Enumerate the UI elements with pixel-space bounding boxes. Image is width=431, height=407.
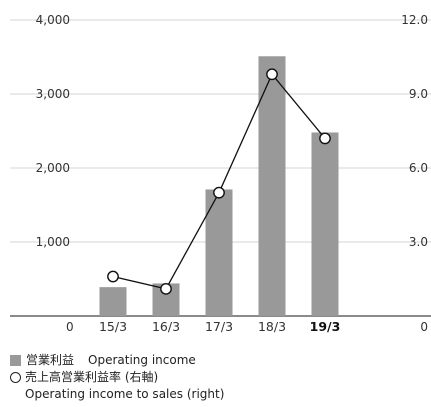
right-tick-label: 9.0 [409,87,428,101]
hollow-circle-icon [10,372,21,383]
category-label: 15/3 [99,319,127,334]
line-point-16-3 [160,282,172,295]
line-series [107,68,331,295]
legend: 営業利益 Operating income 売上高営業利益率 (右軸) Oper… [10,352,224,403]
category-label: 17/3 [205,319,233,334]
right-tick-label: 3.0 [409,235,428,249]
line-point-15-3 [107,270,119,283]
right-tick-label: 0 [420,320,428,334]
left-tick-label: 1,000 [36,235,70,249]
bar-15-3 [99,287,127,316]
left-tick-label: 2,000 [36,161,70,175]
chart: 0 1,000 2,000 3,000 4,000 0 3.0 6.0 9.0 12.0 15/… [10,13,431,334]
bar-17-3 [205,189,233,316]
legend-item-operating-income: 営業利益 Operating income [10,352,224,369]
category-axis: 15/3 16/3 17/3 18/3 19/3 [99,319,340,334]
category-label: 16/3 [152,319,180,334]
right-axis: 0 3.0 6.0 9.0 12.0 [401,13,428,334]
bar-swatch-icon [10,355,21,366]
left-tick-label: 4,000 [36,13,70,27]
legend-item-income-to-sales: 売上高営業利益率 (右軸) [10,369,224,386]
legend-bar-label-en: Operating income [88,353,196,367]
category-label: 18/3 [258,319,286,334]
line-point-19-3 [319,132,331,145]
category-label: 19/3 [310,319,341,334]
right-tick-label: 12.0 [401,13,428,27]
left-axis: 0 1,000 2,000 3,000 4,000 [36,13,74,334]
bar-18-3 [258,56,286,316]
left-tick-label: 3,000 [36,87,70,101]
legend-line-label-en: Operating income to sales (right) [25,387,225,401]
legend-bar-label-jp: 営業利益 [26,353,75,367]
line-point-18-3 [266,68,278,81]
left-tick-label: 0 [66,320,74,334]
legend-line-label-jp: 売上高営業利益率 (右軸) [25,370,159,384]
bar-19-3 [311,132,339,316]
right-tick-label: 6.0 [409,161,428,175]
line-point-17-3 [213,186,225,199]
bar-series [99,56,339,316]
